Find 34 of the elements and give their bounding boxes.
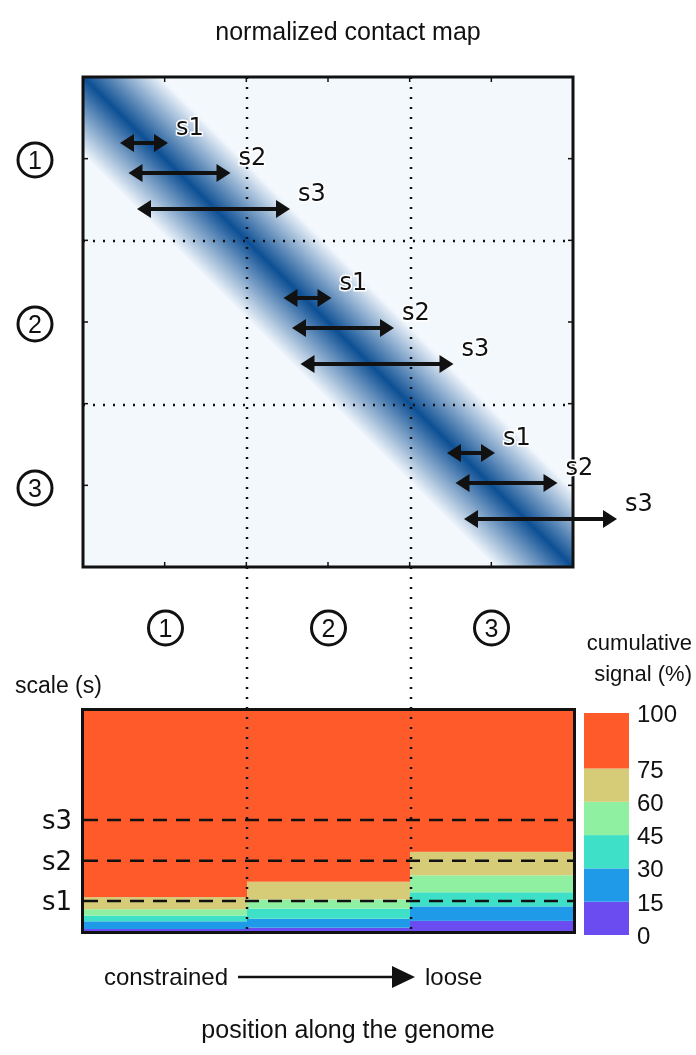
- bar: [410, 875, 573, 893]
- bar: [84, 909, 247, 916]
- color-bar-label: 100: [637, 700, 678, 727]
- text: s1: [176, 113, 204, 141]
- color-bar-label: 60: [637, 788, 664, 816]
- text: 3: [28, 474, 42, 502]
- text: s3: [298, 179, 326, 207]
- text: constrained: [103, 963, 228, 990]
- text: s2: [238, 143, 267, 171]
- x-tick-label: 1: [158, 614, 173, 642]
- text: s2: [402, 298, 430, 326]
- x-tick-label: 2: [321, 614, 336, 642]
- text: 2: [28, 310, 42, 338]
- ref-line-label: s1: [41, 886, 72, 917]
- text: s1: [339, 268, 368, 296]
- text: loose: [425, 963, 483, 990]
- color-bar-label: 15: [637, 888, 664, 916]
- y-axis-title: scale (s): [15, 672, 102, 698]
- text: s3: [461, 334, 490, 362]
- text: s1: [503, 423, 531, 451]
- color-bar-label: 0: [637, 922, 651, 949]
- color-bar-label: 75: [637, 755, 664, 783]
- bar: [410, 851, 573, 876]
- bar: [410, 892, 573, 907]
- color-bar-title: cumulative signal (%): [586, 630, 692, 686]
- text: normalized contact map: [215, 17, 481, 45]
- x-tick-label: 3: [484, 614, 499, 642]
- ref-line-label: s3: [41, 804, 72, 835]
- color-bar-label: 45: [637, 822, 664, 850]
- x-axis-title: position along the genome: [201, 1015, 495, 1043]
- ref-line-label: s2: [41, 845, 72, 876]
- text: s3: [625, 489, 653, 517]
- text: 1: [28, 146, 42, 174]
- color-bar-label: 30: [637, 855, 664, 883]
